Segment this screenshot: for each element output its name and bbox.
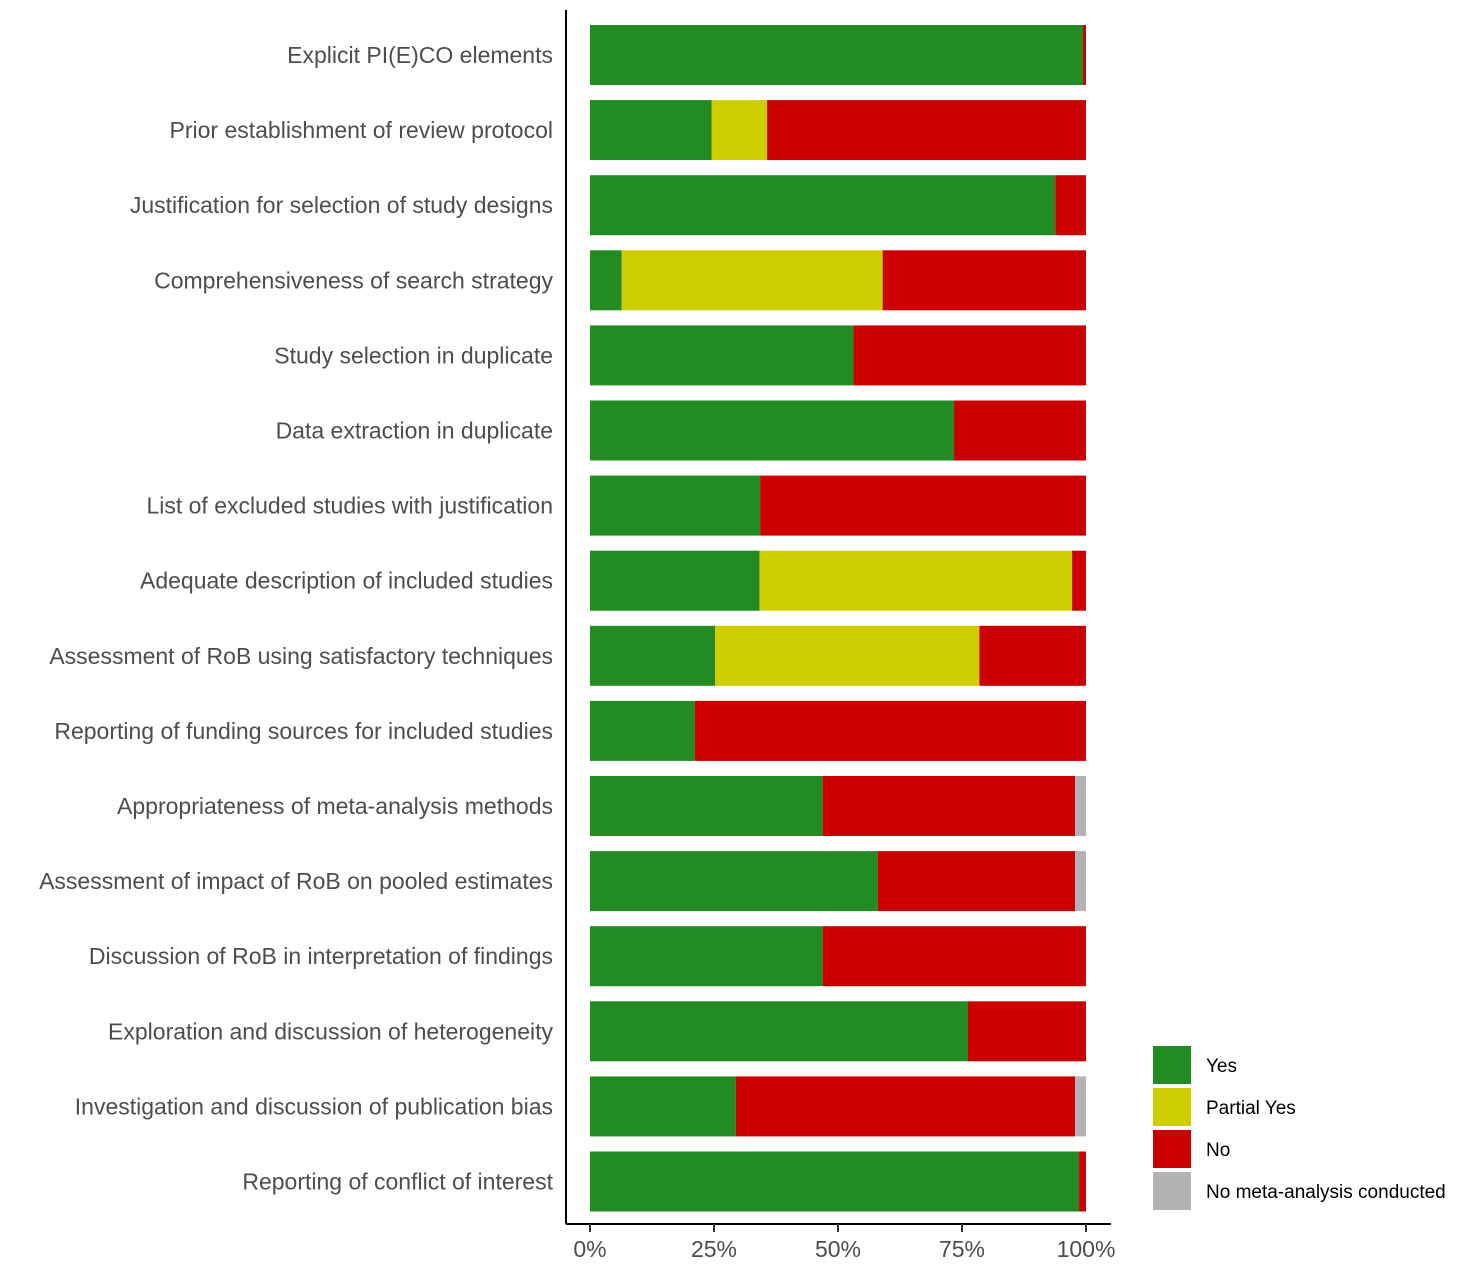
bar-segment-no-14	[735, 1076, 1076, 1137]
category-label: Investigation and discussion of publicat…	[75, 1093, 553, 1119]
category-label: Explicit PI(E)CO elements	[287, 42, 553, 68]
legend-swatch-yes	[1153, 1046, 1191, 1084]
category-label: Study selection in duplicate	[274, 342, 553, 368]
bar-segment-no-12	[822, 926, 1086, 987]
category-label: Comprehensiveness of search strategy	[154, 267, 553, 293]
legend-label: No meta-analysis conducted	[1206, 1182, 1446, 1203]
x-tick-label: 25%	[691, 1236, 737, 1260]
bar-segment-yes-9	[590, 700, 695, 761]
bar-segment-yes-5	[590, 400, 955, 461]
category-label: Reporting of funding sources for include…	[54, 718, 553, 744]
x-tick-label: 50%	[815, 1236, 861, 1260]
category-label: Prior establishment of review protocol	[170, 117, 554, 143]
bar-segment-yes-1	[590, 100, 712, 161]
bar-segment-yes-10	[590, 776, 823, 836]
category-label: Justification for selection of study des…	[130, 192, 553, 218]
category-label: Assessment of impact of RoB on pooled es…	[39, 868, 553, 894]
bar-segment-no-meta-analysis-conducted-11	[1075, 851, 1086, 912]
legend-swatch-no-meta-analysis-conducted	[1153, 1172, 1191, 1210]
bar-segment-partial-yes-8	[714, 625, 980, 686]
bar-segment-no-13	[967, 1001, 1086, 1062]
x-tick-label: 100%	[1057, 1236, 1116, 1260]
legend-swatch-no	[1153, 1130, 1191, 1168]
legend-swatch-partial-yes	[1153, 1088, 1191, 1126]
category-label: Discussion of RoB in interpretation of f…	[89, 943, 553, 969]
bar-segment-yes-7	[590, 550, 760, 611]
bar-segment-yes-2	[590, 175, 1056, 236]
bar-segment-partial-yes-3	[621, 250, 883, 311]
x-tick-label: 0%	[573, 1236, 606, 1260]
bar-segment-no-9	[694, 700, 1086, 761]
category-label: Assessment of RoB using satisfactory tec…	[49, 643, 553, 669]
bar-segment-no-8	[979, 625, 1086, 686]
bar-segment-no-0	[1083, 25, 1086, 85]
bar-segment-no-15	[1079, 1151, 1086, 1212]
legend-label: Partial Yes	[1206, 1098, 1296, 1119]
legend-label: Yes	[1206, 1056, 1237, 1077]
bar-segment-no-10	[822, 776, 1076, 836]
bar-segment-yes-4	[590, 325, 854, 386]
category-label: Exploration and discussion of heterogene…	[108, 1018, 553, 1044]
bar-segment-yes-13	[590, 1001, 968, 1062]
category-label: Reporting of conflict of interest	[242, 1169, 553, 1195]
category-label: Adequate description of included studies	[140, 568, 553, 594]
category-label: Appropriateness of meta-analysis methods	[117, 793, 553, 819]
category-label: List of excluded studies with justificat…	[146, 493, 553, 519]
bar-segment-no-3	[882, 250, 1086, 311]
legend-label: No	[1206, 1140, 1230, 1161]
category-label: Data extraction in duplicate	[276, 418, 553, 444]
bar-segment-no-meta-analysis-conducted-10	[1075, 776, 1086, 836]
bar-segment-yes-8	[590, 625, 715, 686]
bar-segment-no-meta-analysis-conducted-14	[1075, 1076, 1086, 1137]
bar-segment-no-1	[767, 100, 1086, 161]
bar-segment-yes-3	[590, 250, 622, 311]
bar-segment-partial-yes-1	[711, 100, 768, 161]
bar-segment-no-11	[877, 851, 1076, 912]
x-tick-label: 75%	[939, 1236, 985, 1260]
bar-segment-yes-14	[590, 1076, 736, 1137]
bar-segment-partial-yes-7	[759, 550, 1073, 611]
bar-segment-no-4	[853, 325, 1086, 386]
bar-segment-yes-11	[590, 851, 878, 912]
bar-segment-yes-12	[590, 926, 823, 987]
bar-segment-no-6	[760, 475, 1086, 536]
bar-segment-no-5	[954, 400, 1086, 461]
bar-segment-yes-0	[590, 25, 1084, 85]
bar-segment-yes-6	[590, 475, 761, 536]
bar-segment-no-2	[1055, 175, 1086, 236]
bar-segment-no-7	[1072, 550, 1086, 611]
bar-segment-yes-15	[590, 1151, 1080, 1212]
